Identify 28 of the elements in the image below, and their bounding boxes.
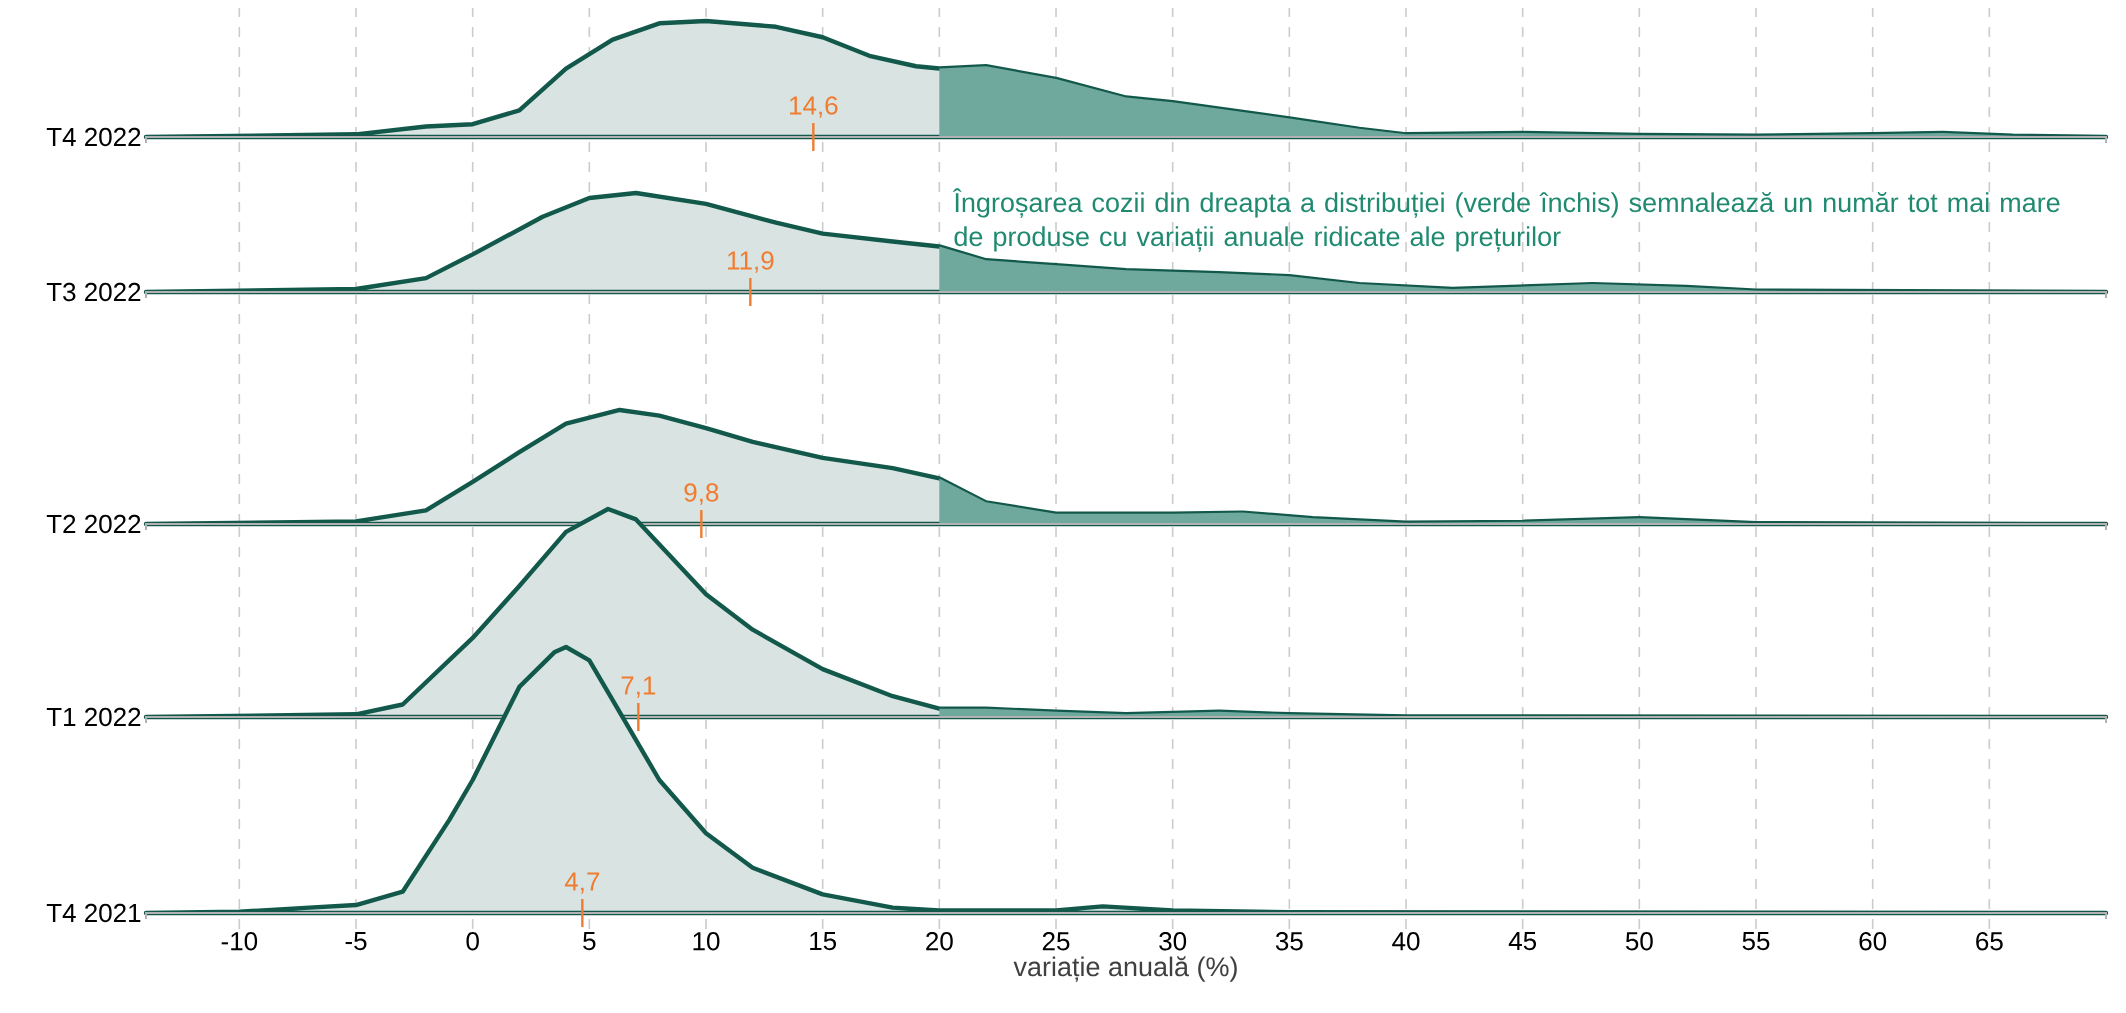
series-label: T4 2021 [46,903,141,923]
x-tick-label: 65 [1976,932,2003,951]
series-label: T1 2022 [46,707,141,727]
ref-line-label: 7,1 [621,676,656,698]
series-label: T4 2022 [46,127,141,147]
x-tick-label: 10 [693,932,720,951]
x-axis-title: variație anuală (%) [1013,956,1237,982]
x-tick-label: 30 [1159,932,1187,951]
x-tick-label: 45 [1508,932,1537,951]
x-tick-label: -5 [345,932,367,951]
ref-line-label: 4,7 [564,872,600,894]
x-tick-label: 20 [926,932,953,951]
ref-line-label: 14,6 [790,96,838,118]
ref-line-label: 11,9 [727,251,774,273]
x-tick-label: 15 [810,932,837,951]
annotation: Îngroșarea cozii din dreapta a distribuției (verde închis) semnalează un număr tot mai mare de produse cu variații anuale ridicate ale prețurilor [952,188,2060,252]
x-tick-label: 50 [1625,932,1653,951]
x-tick-label: 55 [1742,932,1770,951]
series-label: T2 2022 [46,514,141,534]
x-tick-label: 5 [583,932,596,951]
x-tick-label: 40 [1392,932,1420,951]
x-tick-label: 25 [1042,932,1070,951]
x-tick-label: 35 [1275,932,1303,951]
x-tick-label: -10 [221,932,258,951]
series-label: T3 2022 [46,282,141,302]
x-tick-label: 60 [1859,932,1887,951]
x-tick-label: 0 [466,932,479,951]
ref-line-label: 9,8 [684,483,719,505]
